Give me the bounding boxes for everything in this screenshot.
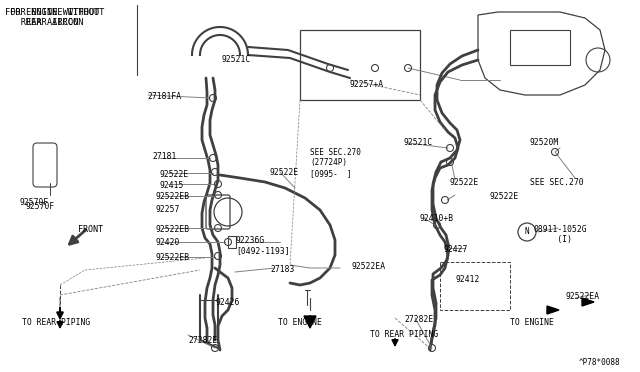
Bar: [228, 236, 236, 248]
Text: 92410+B: 92410+B: [420, 214, 454, 223]
Polygon shape: [582, 298, 594, 306]
Text: 27282E: 27282E: [188, 336, 217, 345]
Text: 92236G
[0492-1193]: 92236G [0492-1193]: [236, 236, 290, 256]
Text: 27181FA: 27181FA: [147, 92, 181, 101]
Text: 92520M: 92520M: [530, 138, 559, 147]
Text: ^P78*0088: ^P78*0088: [579, 358, 620, 367]
Text: 92521C: 92521C: [404, 138, 433, 147]
Text: 27183: 27183: [270, 265, 294, 274]
Text: 92570F: 92570F: [20, 198, 49, 207]
Polygon shape: [547, 306, 559, 314]
Text: 92412: 92412: [455, 275, 479, 284]
Text: TO ENGINE: TO ENGINE: [510, 318, 554, 327]
Text: 92426: 92426: [215, 298, 239, 307]
Text: FOR ENGINE WITHOUT
   REAR AIRCON: FOR ENGINE WITHOUT REAR AIRCON: [5, 8, 99, 28]
Text: 92257: 92257: [155, 205, 179, 214]
Text: SEE SEC.270
(27724P)
[0995-  ]: SEE SEC.270 (27724P) [0995- ]: [310, 148, 361, 178]
Text: 92427: 92427: [443, 245, 467, 254]
Text: 92415: 92415: [160, 181, 184, 190]
Text: N: N: [525, 228, 529, 237]
Text: 92522EB: 92522EB: [155, 253, 189, 262]
Text: TO REAR PIPING: TO REAR PIPING: [370, 330, 438, 339]
Text: 27181: 27181: [152, 152, 177, 161]
Text: 92522EA: 92522EA: [352, 262, 386, 271]
Polygon shape: [304, 316, 316, 328]
Text: 92522EB: 92522EB: [155, 225, 189, 234]
Text: FOR ENGINE WITHOUT
   REAR AIRCON: FOR ENGINE WITHOUT REAR AIRCON: [10, 8, 104, 28]
Text: TO ENGINE: TO ENGINE: [278, 318, 322, 327]
Text: 92522EA: 92522EA: [565, 292, 599, 301]
Text: 92522E: 92522E: [490, 192, 519, 201]
Text: SEE SEC.270: SEE SEC.270: [530, 178, 584, 187]
Text: 27282E: 27282E: [404, 315, 433, 324]
Text: 92257+A: 92257+A: [350, 80, 384, 89]
Text: 92570F: 92570F: [26, 202, 55, 211]
Text: TO REAR PIPING: TO REAR PIPING: [22, 318, 90, 327]
Text: 08911-1052G
     (I): 08911-1052G (I): [533, 225, 587, 244]
Text: 92522E: 92522E: [450, 178, 479, 187]
Text: 92522EB: 92522EB: [155, 192, 189, 201]
Text: 92522E: 92522E: [160, 170, 189, 179]
Text: 92521C: 92521C: [222, 55, 252, 64]
Text: 92522E: 92522E: [270, 168, 300, 177]
Bar: [510, 30, 570, 65]
Text: 92420: 92420: [155, 238, 179, 247]
Text: FRONT: FRONT: [78, 225, 103, 234]
